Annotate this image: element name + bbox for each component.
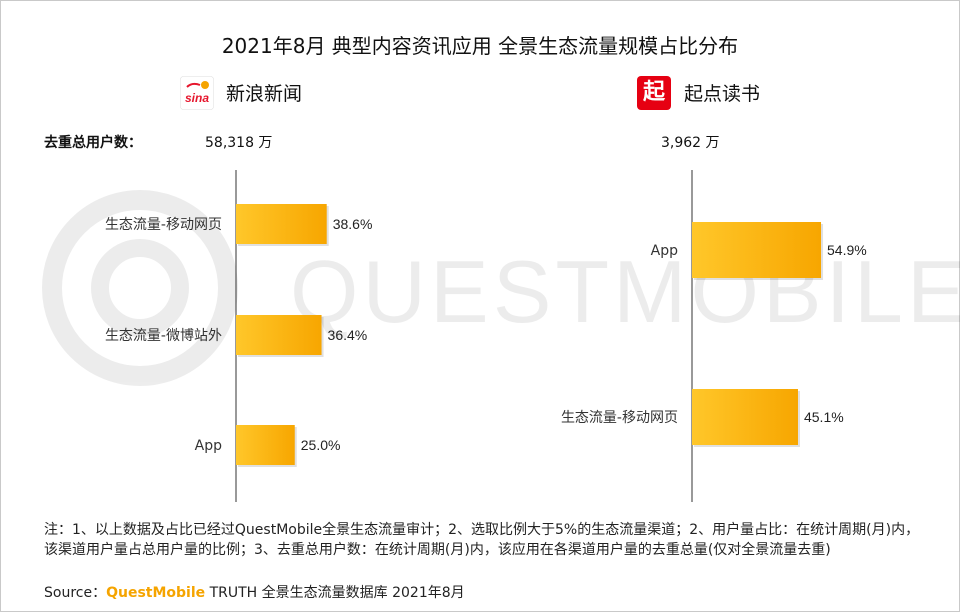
chart-title: 2021年8月 典型内容资讯应用 全景生态流量规模占比分布 xyxy=(221,34,739,58)
chart-2: App 54.9% 生态流量-移动网页 45.1% xyxy=(561,170,867,502)
source-label: Source： xyxy=(44,585,107,601)
source-brand: QuestMobile xyxy=(106,585,206,601)
category-label: 生态流量-移动网页 xyxy=(105,217,222,233)
category-label: 生态流量-移动网页 xyxy=(561,410,678,426)
bar xyxy=(692,222,822,278)
footnote: 注：1、以上数据及占比已经过QuestMobile全景生态流量审计；2、选取比例… xyxy=(44,522,920,558)
category-label: App xyxy=(651,243,678,259)
value-label: 38.6% xyxy=(333,216,373,232)
bar xyxy=(236,204,327,244)
source-rest: TRUTH 全景生态流量数据库 2021年8月 xyxy=(205,585,465,601)
total-users-label: 去重总用户数： xyxy=(44,135,142,151)
app-name-qidian: 起点读书 xyxy=(684,83,761,105)
bar xyxy=(236,425,295,465)
chart-1: 生态流量-移动网页 38.6% 生态流量-微博站外 36.4% App 25.0% xyxy=(105,170,372,502)
total-users-sina: 58,318 万 xyxy=(205,135,273,151)
source-line: Source：QuestMobile TRUTH 全景生态流量数据库 2021年… xyxy=(44,582,465,602)
category-label: App xyxy=(195,438,222,454)
category-label: 生态流量-微博站外 xyxy=(105,327,222,344)
total-users-qidian: 3,962 万 xyxy=(661,135,720,151)
svg-text:sina: sina xyxy=(185,91,209,105)
value-label: 45.1% xyxy=(804,409,844,425)
qidian-logo-icon: 起 xyxy=(637,76,671,110)
bar xyxy=(692,389,798,445)
value-label: 54.9% xyxy=(827,242,867,258)
sina-logo-icon: sina xyxy=(180,76,214,110)
value-label: 25.0% xyxy=(301,437,341,453)
value-label: 36.4% xyxy=(328,327,368,343)
bar xyxy=(236,315,322,355)
app-name-sina: 新浪新闻 xyxy=(226,83,303,105)
